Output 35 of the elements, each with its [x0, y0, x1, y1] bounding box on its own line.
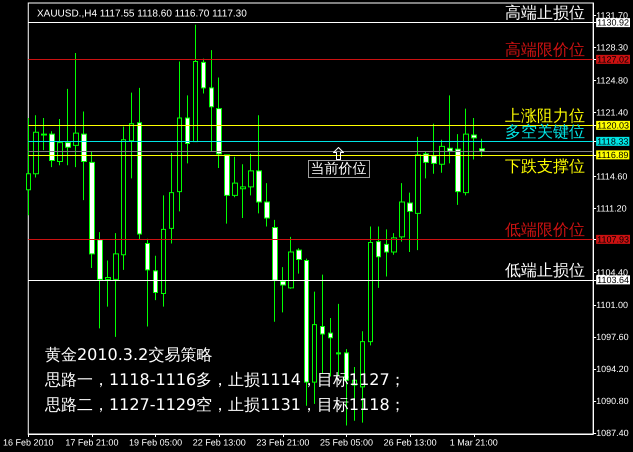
ref-line-label: 高端止损位	[505, 3, 585, 22]
x-tick-label: 22 Feb 13:00	[192, 438, 246, 448]
x-tick-label: 25 Feb 05:00	[320, 438, 374, 448]
ref-line-label: 低端止损位	[505, 260, 585, 280]
ref-line-label: 低端限价位	[505, 220, 585, 239]
y-tick-label: 1101.00	[596, 300, 628, 310]
y-tick-label: 1127.02	[597, 54, 630, 64]
x-tick-label: 16 Feb 2010	[2, 438, 54, 448]
y-tick-label: 1128.30	[596, 42, 628, 52]
y-tick-label: 1103.64	[597, 274, 630, 285]
ref-line-label: 上涨阻力位	[505, 106, 585, 125]
x-tick-label: 1 Mar 21:00	[450, 438, 498, 448]
x-tick-label: 19 Feb 05:00	[129, 438, 182, 448]
y-tick-label: 1111.20	[596, 204, 627, 214]
y-tick-label: 1090.80	[596, 396, 629, 406]
ref-line-label: 高端限价位	[505, 40, 585, 59]
annotation: 黄金2010.3.2交易策略	[45, 345, 212, 365]
y-tick-label: 1118.33	[597, 136, 628, 146]
ref-line-label: 下跌支撑位	[505, 156, 585, 176]
y-tick-label: 1094.20	[596, 364, 629, 374]
y-tick-label: 1114.60	[596, 172, 628, 182]
y-tick-label: 1124.80	[596, 75, 628, 86]
y-tick-label: 1130.92	[597, 18, 630, 28]
text: XAUUSD.,H4 1117.55 1118.60 1116.70 1117.30	[37, 8, 248, 20]
annotation: 当前价位	[308, 160, 370, 178]
y-tick-label: 1116.89	[597, 150, 628, 160]
x-tick-label: 26 Feb 13:00	[384, 438, 437, 448]
x-tick-label: 17 Feb 21:00	[65, 438, 118, 448]
y-tick-label: 1120.03	[597, 120, 630, 130]
x-tick-label: 23 Feb 21:00	[256, 438, 310, 448]
y-tick-label: 1097.60	[596, 332, 629, 342]
y-tick-label: 1107.93	[597, 234, 630, 244]
y-tick-label: 1087.40	[596, 428, 629, 438]
y-tick-label: 1121.40	[596, 107, 628, 118]
y-tick-label: 1131.70	[596, 10, 628, 20]
